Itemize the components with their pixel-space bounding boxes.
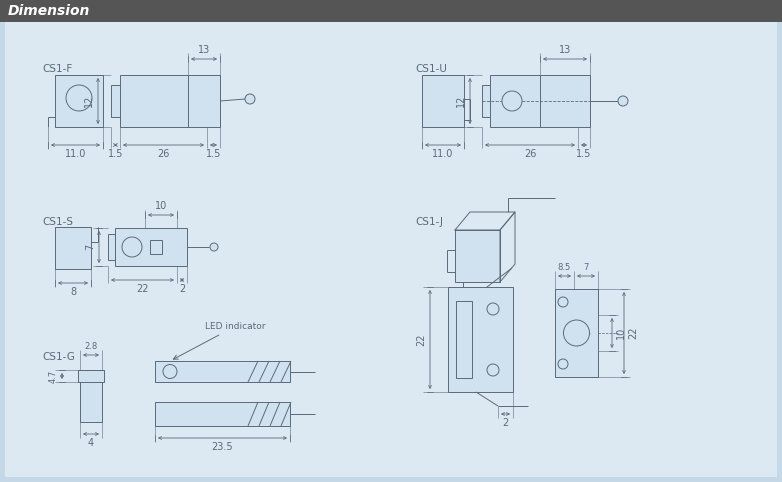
- Text: 22: 22: [136, 284, 149, 294]
- Text: 8: 8: [70, 287, 76, 297]
- Bar: [150, 240, 162, 254]
- Bar: [155, 361, 290, 382]
- Text: 4.7: 4.7: [49, 369, 58, 383]
- Circle shape: [245, 94, 255, 104]
- Bar: [456, 301, 472, 378]
- Text: 1.5: 1.5: [108, 149, 124, 159]
- Bar: [155, 402, 290, 426]
- Bar: [115, 228, 187, 266]
- Bar: [111, 85, 120, 117]
- Text: CS1-G: CS1-G: [42, 352, 75, 362]
- Circle shape: [66, 85, 92, 111]
- Text: 12: 12: [456, 95, 466, 107]
- Bar: [120, 75, 220, 127]
- Circle shape: [618, 96, 628, 106]
- Text: 4: 4: [88, 438, 94, 448]
- Text: 1.5: 1.5: [576, 149, 592, 159]
- Text: 11.0: 11.0: [65, 149, 86, 159]
- Text: 26: 26: [157, 149, 170, 159]
- Bar: [482, 85, 490, 117]
- Circle shape: [502, 91, 522, 111]
- Bar: [55, 75, 103, 127]
- Circle shape: [564, 320, 590, 346]
- Circle shape: [163, 364, 177, 378]
- Text: 26: 26: [524, 149, 536, 159]
- Text: 11.0: 11.0: [432, 149, 454, 159]
- Text: 10: 10: [616, 327, 626, 339]
- Text: LED indicator: LED indicator: [174, 322, 265, 359]
- Text: 13: 13: [198, 45, 210, 55]
- Text: CS1-J: CS1-J: [415, 217, 443, 227]
- Circle shape: [558, 359, 568, 369]
- Text: 23.5: 23.5: [212, 442, 233, 452]
- Text: CS1-F: CS1-F: [42, 64, 72, 74]
- Bar: [422, 75, 464, 127]
- Circle shape: [487, 364, 499, 376]
- Bar: [78, 370, 104, 382]
- Text: 2: 2: [179, 284, 185, 294]
- Text: 22: 22: [416, 333, 426, 346]
- Circle shape: [487, 303, 499, 315]
- Text: 2: 2: [502, 418, 508, 428]
- Bar: [490, 75, 590, 127]
- Text: 13: 13: [559, 45, 571, 55]
- Bar: [0, 0, 782, 22]
- Bar: [448, 287, 513, 392]
- Text: CS1-U: CS1-U: [415, 64, 447, 74]
- Circle shape: [210, 243, 218, 251]
- Text: 22: 22: [628, 327, 638, 339]
- Bar: [555, 289, 598, 377]
- Text: 2.8: 2.8: [84, 342, 98, 351]
- Bar: [55, 227, 91, 269]
- Bar: [108, 234, 115, 260]
- Text: 7: 7: [583, 263, 589, 272]
- Bar: [80, 370, 102, 422]
- Text: CS1-S: CS1-S: [42, 217, 73, 227]
- Text: 7: 7: [85, 244, 95, 250]
- Text: 12: 12: [84, 95, 94, 107]
- Circle shape: [122, 237, 142, 257]
- Bar: [455, 230, 500, 282]
- Text: Dimension: Dimension: [8, 4, 91, 18]
- Text: 8.5: 8.5: [558, 263, 571, 272]
- Text: 10: 10: [155, 201, 167, 211]
- Circle shape: [558, 297, 568, 307]
- Text: 1.5: 1.5: [206, 149, 221, 159]
